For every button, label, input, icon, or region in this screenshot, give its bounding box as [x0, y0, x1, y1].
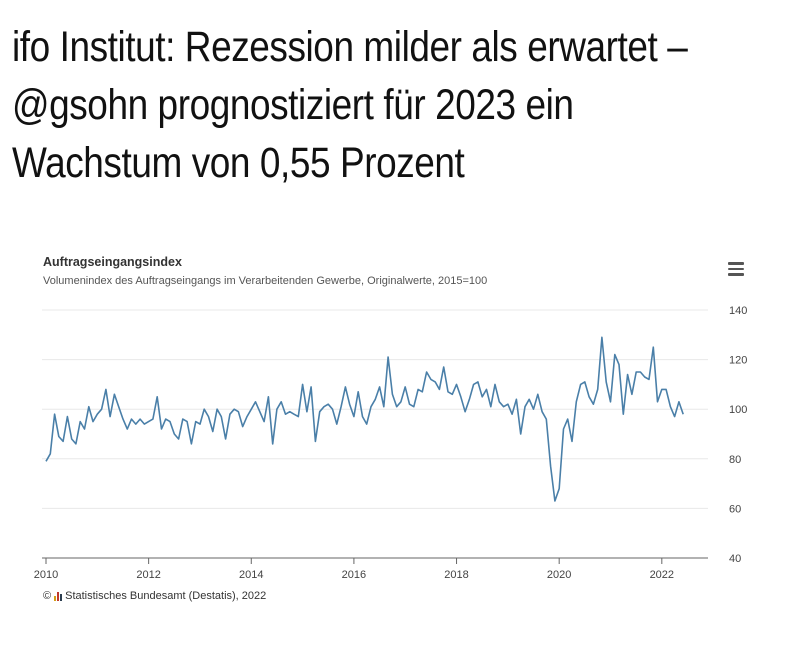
- y-tick-label: 120: [729, 355, 747, 367]
- series-line-0: [45, 336, 684, 502]
- x-tick-label: 2016: [342, 569, 366, 578]
- copyright-symbol: ©: [43, 590, 52, 602]
- headline-line-2: @gsohn prognostiziert für 2023 ein: [12, 81, 574, 129]
- x-tick-label: 2012: [136, 569, 160, 578]
- line-chart: 40 60 80 100 120 140 2010 2012 2014 2016 2018 2020 2…: [34, 305, 748, 578]
- x-tick-label: 2020: [547, 569, 571, 578]
- destatis-logo-icon: [54, 591, 63, 601]
- chart-source-footer: © Statistisches Bundesamt (Destatis), 20…: [43, 590, 266, 602]
- y-tick-label: 60: [729, 503, 741, 515]
- chart-subtitle: Volumenindex des Auftragseingangs im Ver…: [43, 275, 488, 287]
- x-tick-label: 2014: [239, 569, 263, 578]
- headline-line-3: Wachstum von 0,55 Prozent: [12, 139, 465, 187]
- x-tick-label: 2022: [650, 569, 674, 578]
- y-tick-label: 80: [729, 454, 741, 466]
- y-tick-label: 100: [729, 404, 747, 416]
- chart-source: Statistisches Bundesamt (Destatis), 2022: [65, 590, 267, 602]
- y-tick-label: 140: [729, 305, 747, 317]
- headline-line-1: ifo Institut: Rezession milder als erwar…: [12, 23, 688, 71]
- chart-card: Auftragseingangsindex Volumenindex des A…: [18, 238, 770, 638]
- x-tick-label: 2010: [34, 569, 58, 578]
- y-tick-label: 40: [729, 553, 741, 565]
- article-headline: ifo Institut: Rezession milder als erwar…: [12, 18, 688, 192]
- chart-title: Auftragseingangsindex: [43, 255, 182, 269]
- x-tick-label: 2018: [444, 569, 468, 578]
- hamburger-menu-icon[interactable]: [728, 262, 744, 276]
